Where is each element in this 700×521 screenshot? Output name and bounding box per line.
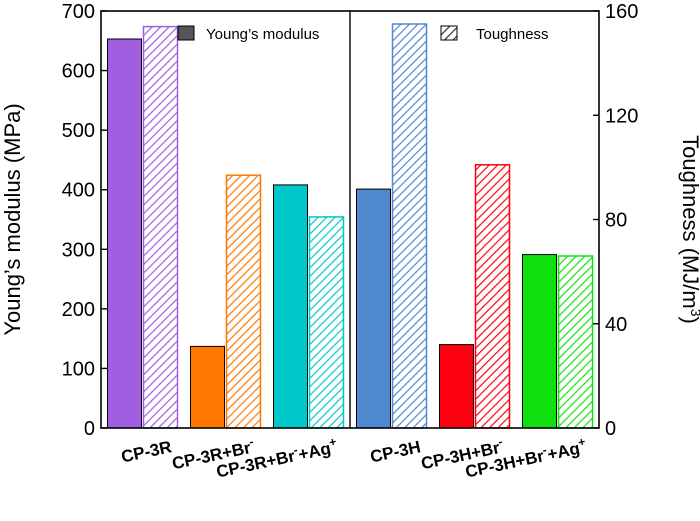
right-axis-title: Toughness (MJ/m3) (678, 135, 700, 324)
toughness-bar (142, 25, 179, 429)
left-tick-label: 600 (62, 61, 95, 83)
toughness-bar (225, 174, 262, 429)
left-tick-label: 500 (62, 120, 95, 142)
bars-layer (107, 23, 594, 429)
right-tick-label: 0 (605, 418, 616, 440)
left-tick-label: 400 (62, 180, 95, 202)
axes-layer (100, 10, 600, 429)
modulus-bar (190, 345, 225, 429)
modulus-bar (107, 38, 142, 429)
modulus-bar (356, 188, 391, 429)
left-tick-label: 0 (84, 418, 95, 440)
modulus-bar (522, 254, 557, 429)
left-tick-label: 200 (62, 299, 95, 321)
toughness-bar (474, 164, 511, 429)
right-tick-label: 80 (605, 210, 627, 232)
left-tick-label: 700 (62, 1, 95, 23)
right-tick-label: 40 (605, 314, 627, 336)
legend-swatch-modulus (177, 25, 195, 41)
right-tick-label: 160 (605, 1, 638, 23)
modulus-bar (273, 184, 308, 429)
left-tick-label: 100 (62, 358, 95, 380)
right-tick-label: 120 (605, 105, 638, 127)
legend: Young’s modulus Toughness (177, 25, 549, 43)
left-axis-title: Young’s modulus (MPa) (0, 103, 25, 335)
labels-layer: 0 100 200 300 400 500 600 700 0 40 80 120 160 CP-3R CP… (0, 1, 700, 482)
toughness-bar (391, 23, 428, 429)
modulus-bar (439, 344, 474, 429)
left-tick-label: 300 (62, 239, 95, 261)
legend-swatch-toughness (440, 25, 458, 41)
toughness-bar (308, 216, 345, 429)
legend-label-modulus: Young’s modulus (206, 26, 319, 43)
category-label: CP-3H (368, 437, 422, 466)
toughness-bar (557, 255, 594, 429)
legend-label-toughness: Toughness (476, 26, 549, 43)
category-label: CP-3R (119, 437, 173, 466)
